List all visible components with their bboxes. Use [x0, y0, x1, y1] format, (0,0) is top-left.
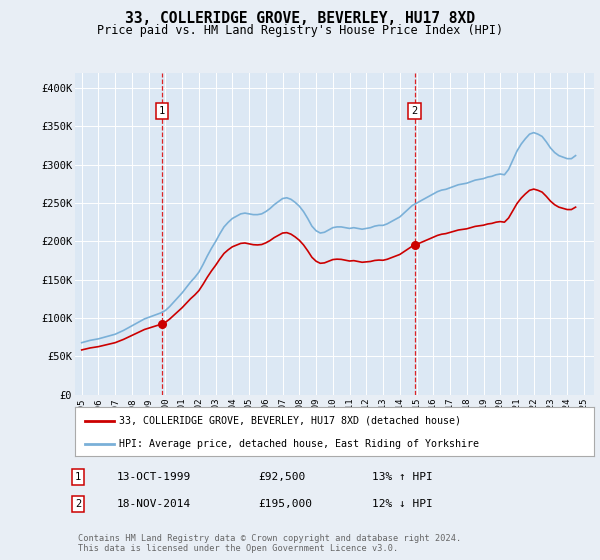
- Text: Contains HM Land Registry data © Crown copyright and database right 2024.
This d: Contains HM Land Registry data © Crown c…: [78, 534, 461, 553]
- Text: 1: 1: [159, 106, 165, 116]
- Text: 12% ↓ HPI: 12% ↓ HPI: [372, 499, 433, 509]
- Text: Price paid vs. HM Land Registry's House Price Index (HPI): Price paid vs. HM Land Registry's House …: [97, 24, 503, 37]
- Text: 33, COLLERIDGE GROVE, BEVERLEY, HU17 8XD: 33, COLLERIDGE GROVE, BEVERLEY, HU17 8XD: [125, 11, 475, 26]
- Text: 13-OCT-1999: 13-OCT-1999: [117, 472, 191, 482]
- Text: 13% ↑ HPI: 13% ↑ HPI: [372, 472, 433, 482]
- Text: 33, COLLERIDGE GROVE, BEVERLEY, HU17 8XD (detached house): 33, COLLERIDGE GROVE, BEVERLEY, HU17 8XD…: [119, 416, 461, 426]
- Text: £195,000: £195,000: [258, 499, 312, 509]
- Text: 1: 1: [75, 472, 81, 482]
- Text: 18-NOV-2014: 18-NOV-2014: [117, 499, 191, 509]
- Text: 2: 2: [412, 106, 418, 116]
- Text: 2: 2: [75, 499, 81, 509]
- Text: HPI: Average price, detached house, East Riding of Yorkshire: HPI: Average price, detached house, East…: [119, 439, 479, 449]
- Text: £92,500: £92,500: [258, 472, 305, 482]
